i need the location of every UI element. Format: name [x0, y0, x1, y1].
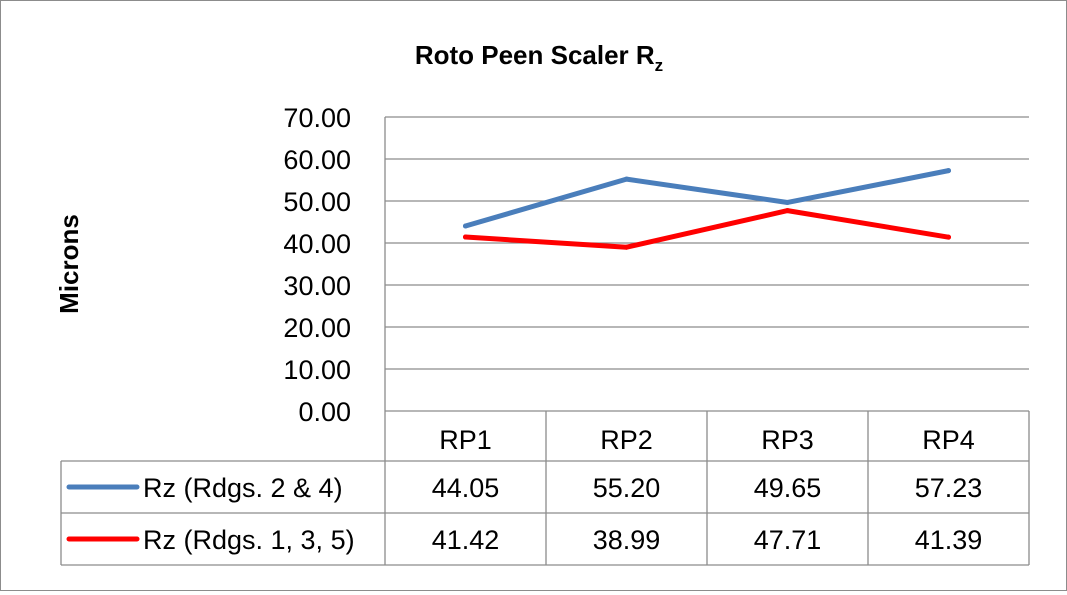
- data-table: RP1 RP2 RP3 RP4 Rz (Rdgs. 2 & 4) 44.05 55.20 49…: [60, 411, 1030, 566]
- x-category-label: RP1: [439, 425, 492, 455]
- y-tick-label: 0.00: [298, 397, 351, 427]
- table-cell-value: 41.42: [432, 525, 500, 555]
- data-point: [463, 234, 468, 240]
- data-point: [946, 234, 951, 240]
- data-point: [785, 199, 790, 205]
- chart-title-subscript: z: [655, 56, 664, 75]
- y-tick-layer: 0.00 10.00 20.00 30.00 40.00 50.00 60.00 70.00: [283, 103, 351, 427]
- table-cell-value: 44.05: [432, 473, 500, 503]
- y-tick-label: 10.00: [283, 355, 351, 385]
- x-category-label: RP3: [761, 425, 814, 455]
- y-tick-label: 70.00: [283, 103, 351, 133]
- x-category-label: RP2: [600, 425, 653, 455]
- legend-series-name: Rz (Rdgs. 2 & 4): [143, 473, 343, 503]
- series-layer: [463, 168, 951, 250]
- grid-layer: [384, 116, 1029, 412]
- y-tick-label: 40.00: [283, 229, 351, 259]
- legend-series-name: Rz (Rdgs. 1, 3, 5): [143, 525, 355, 555]
- data-point: [463, 223, 468, 229]
- table-cell-value: 38.99: [593, 525, 661, 555]
- table-cell-value: 57.23: [915, 473, 983, 503]
- table-cell-value: 49.65: [754, 473, 822, 503]
- y-axis-label: Microns: [54, 214, 84, 314]
- data-point: [624, 176, 629, 182]
- data-point: [946, 168, 951, 174]
- data-point: [785, 208, 790, 214]
- series-line: [463, 168, 951, 229]
- y-tick-label: 30.00: [283, 271, 351, 301]
- table-cell-value: 47.71: [754, 525, 822, 555]
- table-cell-value: 55.20: [593, 473, 661, 503]
- data-point: [624, 244, 629, 250]
- chart-title-main: Roto Peen Scaler R: [415, 40, 655, 70]
- x-category-label: RP4: [922, 425, 975, 455]
- table-cell-value: 41.39: [915, 525, 983, 555]
- y-tick-label: 60.00: [283, 145, 351, 175]
- y-tick-label: 50.00: [283, 187, 351, 217]
- chart-title: Roto Peen Scaler Rz: [415, 40, 663, 75]
- y-tick-label: 20.00: [283, 313, 351, 343]
- series-line: [463, 208, 951, 250]
